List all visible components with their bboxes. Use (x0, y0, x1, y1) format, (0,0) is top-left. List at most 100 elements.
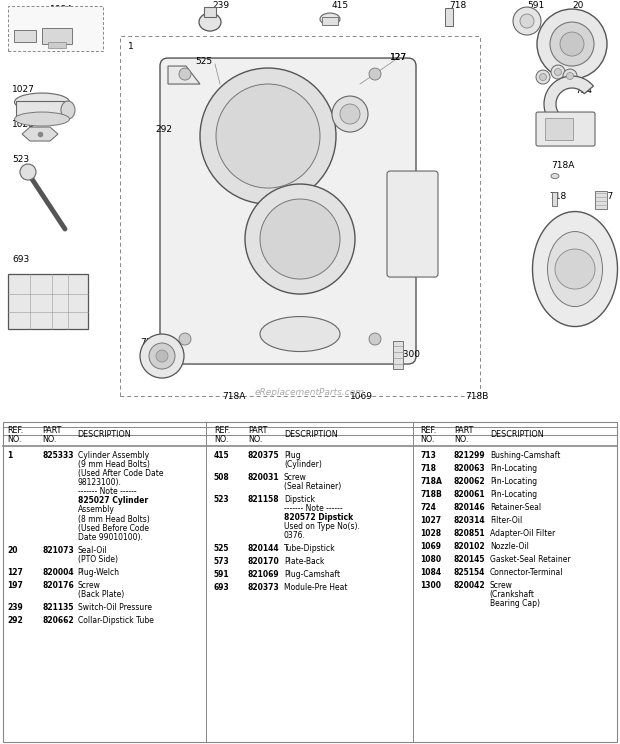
Circle shape (520, 14, 534, 28)
Text: 825333: 825333 (42, 451, 74, 460)
Text: Bearing Cap): Bearing Cap) (490, 599, 540, 608)
Text: Dipstick: Dipstick (284, 495, 315, 504)
Circle shape (260, 199, 340, 279)
Text: 718: 718 (549, 191, 566, 201)
Text: Collar-Dipstick Tube: Collar-Dipstick Tube (78, 615, 153, 624)
Text: Screw: Screw (490, 580, 513, 589)
Bar (8, 274, 88, 329)
Text: (Used After Code Date: (Used After Code Date (78, 469, 163, 478)
Polygon shape (168, 66, 200, 84)
Text: 821073: 821073 (42, 545, 74, 554)
Ellipse shape (199, 13, 221, 31)
Text: 820062: 820062 (454, 477, 485, 486)
Text: 821069: 821069 (248, 570, 280, 580)
Text: 1027: 1027 (420, 516, 441, 525)
Circle shape (20, 164, 36, 180)
Text: (9 mm Head Bolts): (9 mm Head Bolts) (78, 461, 149, 469)
Text: Screw: Screw (284, 473, 307, 482)
Circle shape (216, 84, 320, 188)
Bar (445, 8, 453, 26)
Text: 1069: 1069 (420, 542, 441, 551)
Circle shape (369, 68, 381, 80)
Bar (8, 6, 103, 51)
Text: 820146: 820146 (454, 503, 485, 512)
Text: 820851: 820851 (454, 529, 485, 538)
Text: 820314: 820314 (454, 516, 485, 525)
Text: 718: 718 (449, 1, 466, 10)
Bar (545, 118, 573, 140)
Text: 693: 693 (12, 254, 29, 263)
Text: NO.: NO. (7, 434, 22, 443)
Text: 239: 239 (7, 603, 23, 612)
Text: 127: 127 (7, 568, 24, 577)
Bar (16, 101, 68, 119)
Text: Plug: Plug (284, 451, 301, 460)
Text: 127: 127 (390, 53, 407, 62)
Text: 820572 Dipstick: 820572 Dipstick (284, 513, 353, 522)
Text: 820145: 820145 (454, 555, 485, 564)
FancyBboxPatch shape (160, 58, 416, 364)
Bar (393, 341, 403, 369)
Text: REF.: REF. (7, 426, 24, 435)
Text: ------- Note ------: ------- Note ------ (284, 504, 343, 513)
Text: 525: 525 (195, 57, 212, 65)
Polygon shape (22, 127, 58, 141)
Circle shape (539, 74, 546, 80)
Text: 724: 724 (420, 503, 436, 512)
Text: REF.: REF. (214, 426, 230, 435)
Text: (Crankshaft: (Crankshaft (490, 590, 535, 599)
Text: 1084: 1084 (420, 568, 441, 577)
Text: 718B: 718B (420, 490, 442, 499)
Text: 718A: 718A (420, 477, 442, 486)
Text: 821135: 821135 (42, 603, 74, 612)
Text: 821299: 821299 (454, 451, 485, 460)
Text: 573: 573 (540, 254, 557, 263)
Circle shape (567, 72, 574, 80)
Text: Tube-Dipstick: Tube-Dipstick (284, 545, 335, 554)
Circle shape (551, 65, 565, 79)
Text: PART: PART (42, 426, 61, 435)
Text: 197: 197 (597, 191, 614, 201)
Text: 820004: 820004 (42, 568, 74, 577)
Text: Connector-Terminal: Connector-Terminal (490, 568, 564, 577)
Text: DESCRIPTION: DESCRIPTION (284, 431, 337, 440)
Text: 573: 573 (214, 557, 229, 566)
Circle shape (536, 70, 550, 84)
Text: 523: 523 (12, 155, 29, 164)
Text: 1028: 1028 (12, 120, 35, 129)
Text: 415: 415 (214, 451, 229, 460)
Text: Retainer-Seal: Retainer-Seal (490, 503, 541, 512)
Text: 1027: 1027 (12, 85, 35, 94)
Text: Pin-Locating: Pin-Locating (490, 490, 537, 499)
Ellipse shape (61, 101, 75, 119)
Text: 820662: 820662 (42, 615, 74, 624)
Text: DESCRIPTION: DESCRIPTION (78, 431, 131, 440)
Bar (552, 192, 557, 206)
Text: 825027 Cylinder: 825027 Cylinder (78, 496, 148, 505)
Circle shape (340, 104, 360, 124)
Ellipse shape (14, 112, 69, 126)
Text: 718B: 718B (465, 391, 489, 400)
Text: 1: 1 (7, 451, 12, 460)
Text: 825154: 825154 (454, 568, 485, 577)
Text: 292: 292 (7, 615, 23, 624)
Text: Module-Pre Heat: Module-Pre Heat (284, 583, 347, 592)
Text: 820373: 820373 (248, 583, 280, 592)
Circle shape (537, 9, 607, 79)
Wedge shape (544, 76, 593, 132)
Text: 591: 591 (527, 1, 544, 10)
Text: 820375: 820375 (248, 451, 280, 460)
Text: 508: 508 (554, 57, 571, 66)
Text: 820063: 820063 (454, 464, 485, 473)
Circle shape (140, 334, 184, 378)
Circle shape (563, 69, 577, 83)
Text: 713: 713 (140, 338, 157, 347)
Text: 127: 127 (390, 53, 407, 62)
Text: 508: 508 (214, 473, 229, 482)
Text: 1300: 1300 (398, 350, 421, 359)
Text: Switch-Oil Pressure: Switch-Oil Pressure (78, 603, 151, 612)
Text: NO.: NO. (214, 434, 228, 443)
Circle shape (156, 350, 168, 362)
Text: 820144: 820144 (248, 545, 280, 554)
Text: eReplacementParts.com: eReplacementParts.com (255, 388, 365, 397)
